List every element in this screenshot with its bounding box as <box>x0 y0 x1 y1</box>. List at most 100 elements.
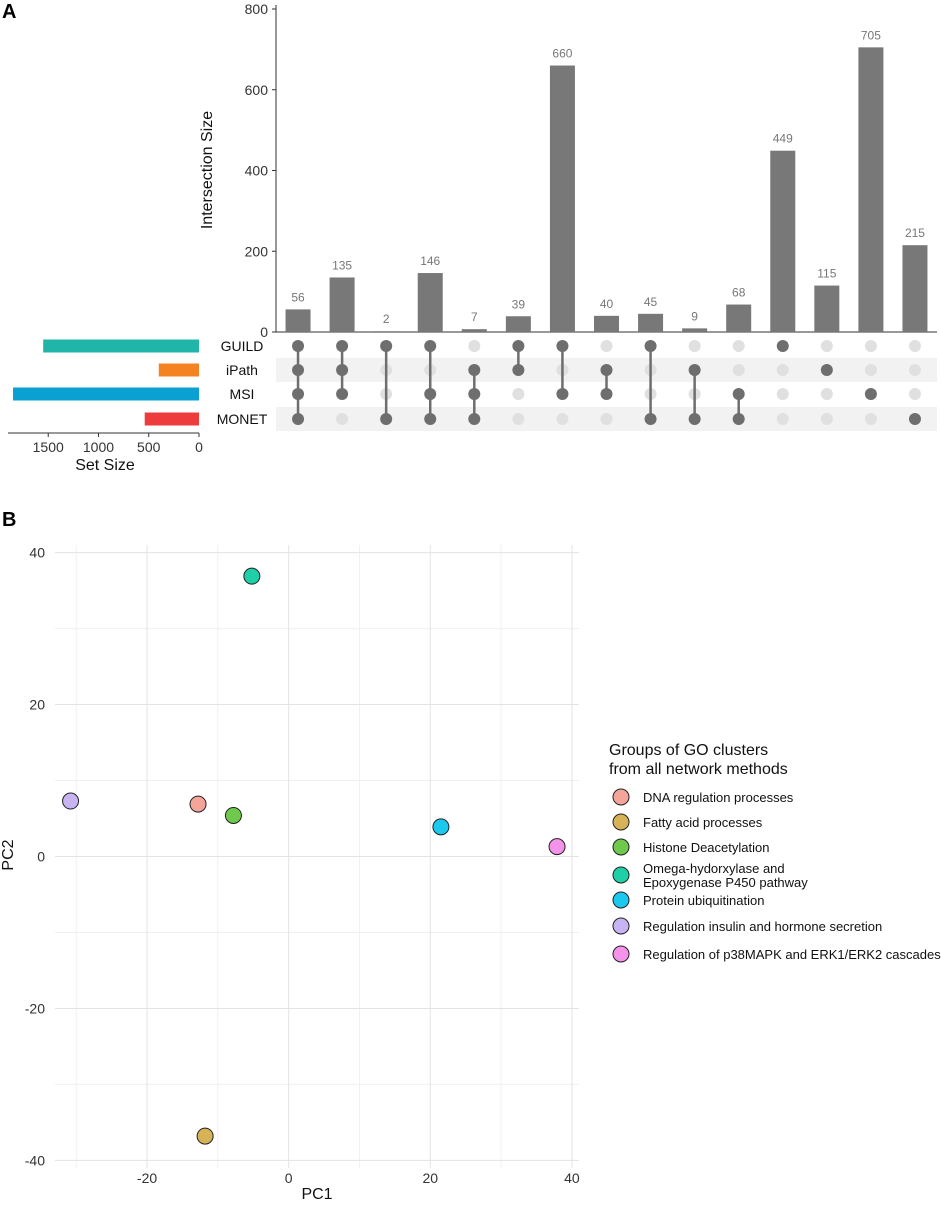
matrix-dot-filled <box>424 388 437 400</box>
pca-points <box>62 567 566 1145</box>
x-tick-label: 20 <box>423 1170 439 1186</box>
intersection-bar <box>638 313 664 332</box>
matrix-dot-empty <box>908 364 921 376</box>
legend-label: Omega-hydorxylase and <box>643 861 785 876</box>
y-tick-label: 200 <box>245 243 269 259</box>
legend: Groups of GO clusters from all network me… <box>609 742 941 963</box>
matrix-dot-filled <box>820 364 833 376</box>
intersection-bar <box>329 277 355 332</box>
intersection-bar <box>461 329 487 332</box>
matrix-dot-empty <box>820 340 833 352</box>
matrix-dot-filled <box>336 340 349 352</box>
matrix-dot-filled <box>512 340 525 352</box>
matrix-dot-empty <box>908 340 921 352</box>
matrix-dot-empty <box>732 340 745 352</box>
data-point <box>196 1127 214 1145</box>
legend-swatch <box>612 945 630 963</box>
x-tick-label: 0 <box>285 1170 293 1186</box>
legend-swatch <box>612 838 630 856</box>
matrix-dot-filled <box>292 388 305 400</box>
matrix-dot-filled <box>424 413 437 425</box>
matrix-dot-filled <box>336 364 349 376</box>
set-size-tick-label: 1000 <box>83 439 114 455</box>
legend-label: Histone Deacetylation <box>643 840 769 855</box>
matrix-dot-empty <box>468 340 481 352</box>
matrix-dot-filled <box>380 413 393 425</box>
matrix-dot-filled <box>468 413 481 425</box>
matrix-dot-filled <box>864 388 877 400</box>
data-point <box>224 806 242 824</box>
intersection-size-axis-title: Intersection Size <box>199 111 216 229</box>
intersection-bar <box>902 245 928 332</box>
set-size-bar <box>158 363 199 377</box>
intersection-bar <box>373 331 399 332</box>
matrix-dot-empty <box>600 413 613 425</box>
matrix-dot-filled <box>468 388 481 400</box>
intersection-bar <box>549 65 575 333</box>
matrix-dot-filled <box>468 364 481 376</box>
legend-label: Regulation of p38MAPK and ERK1/ERK2 casc… <box>643 947 941 962</box>
intersection-bar <box>726 304 752 332</box>
legend-label: DNA regulation processes <box>643 790 794 805</box>
y-tick-label: 0 <box>37 849 45 865</box>
y-tick-label: 40 <box>29 545 45 561</box>
set-name-label: iPath <box>226 362 258 378</box>
pc2-axis-title: PC2 <box>0 839 17 870</box>
set-size-bar <box>43 339 200 353</box>
matrix-dot-empty <box>556 413 569 425</box>
bar-value-label: 215 <box>905 226 925 240</box>
matrix-dot-filled <box>600 364 613 376</box>
matrix-dot-empty <box>776 364 789 376</box>
set-size-bar <box>13 387 199 401</box>
intersection-bars: 56 135 2 146 7 39 660 40 45 9 68 449 115 705 215 <box>285 28 928 333</box>
matrix-dot-empty <box>776 388 789 400</box>
matrix-dot-empty <box>776 413 789 425</box>
matrix-dot-filled <box>512 364 525 376</box>
matrix-dot-filled <box>292 364 305 376</box>
matrix-dot-empty <box>864 364 877 376</box>
intersection-bar <box>814 285 840 332</box>
bar-value-label: 68 <box>732 286 746 300</box>
matrix-dot-filled <box>424 340 437 352</box>
set-size-axis-title: Set Size <box>75 457 135 474</box>
data-point <box>432 818 450 836</box>
bar-value-label: 45 <box>644 295 658 309</box>
y-tick-label: 20 <box>29 697 45 713</box>
set-names: GUILD iPath MSI MONET <box>217 338 268 427</box>
legend-swatch <box>612 788 630 806</box>
y-tick-label: 400 <box>245 163 269 179</box>
y-tick-label: 800 <box>245 1 269 17</box>
y-tick-label: -20 <box>25 1000 45 1016</box>
bar-value-label: 39 <box>512 297 526 311</box>
y-tick-label: 0 <box>260 324 268 340</box>
legend-swatch <box>612 866 630 884</box>
pca-scatter-plot: -20 0 20 40 40 20 0 -20 -40 PC1 PC2 Groups of GO… <box>0 545 941 1203</box>
matrix-dot-filled <box>732 388 745 400</box>
intersection-bar <box>417 273 443 332</box>
bar-value-label: 40 <box>600 297 614 311</box>
matrix-dot-empty <box>512 388 525 400</box>
set-size-tick-label: 1500 <box>33 439 64 455</box>
bar-value-label: 660 <box>552 47 572 61</box>
bar-value-label: 56 <box>291 290 305 304</box>
matrix-dot-empty <box>864 340 877 352</box>
y-tick-label: -40 <box>25 1152 45 1168</box>
bar-value-label: 146 <box>420 254 440 268</box>
matrix-dot-filled <box>336 388 349 400</box>
legend-label: Regulation insulin and hormone secretion <box>643 919 882 934</box>
matrix-dot-empty <box>688 340 701 352</box>
set-name-label: MONET <box>217 411 268 427</box>
matrix-dot-empty <box>908 388 921 400</box>
data-point <box>62 792 80 810</box>
y-tick-label: 600 <box>245 82 269 98</box>
matrix-dot-filled <box>776 340 789 352</box>
matrix-dot-empty <box>512 413 525 425</box>
panel-a-letter: A <box>2 1 16 23</box>
set-name-label: GUILD <box>221 338 264 354</box>
x-tick-label: 40 <box>564 1170 580 1186</box>
matrix-dot-filled <box>644 340 657 352</box>
legend-swatch <box>612 917 630 935</box>
matrix-dot-filled <box>908 413 921 425</box>
set-size-bars: 1500 1000 500 0 <box>8 339 203 455</box>
